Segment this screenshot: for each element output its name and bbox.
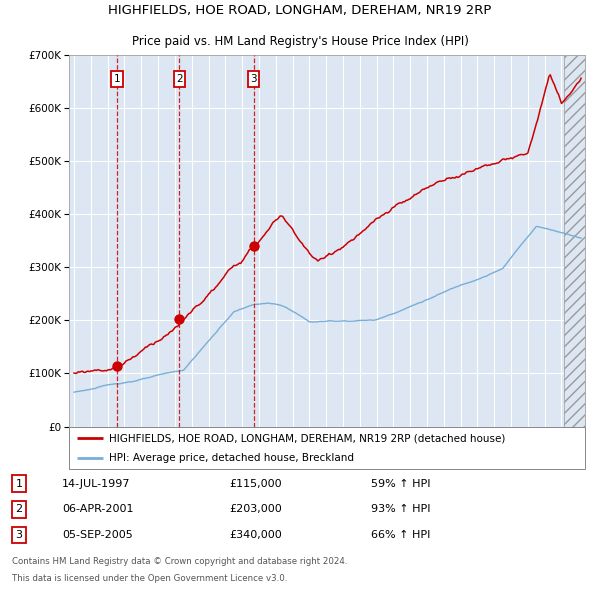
Text: Contains HM Land Registry data © Crown copyright and database right 2024.: Contains HM Land Registry data © Crown c… <box>12 556 347 566</box>
Text: £340,000: £340,000 <box>229 530 282 540</box>
Text: 3: 3 <box>16 530 22 540</box>
Text: HIGHFIELDS, HOE ROAD, LONGHAM, DEREHAM, NR19 2RP: HIGHFIELDS, HOE ROAD, LONGHAM, DEREHAM, … <box>109 5 491 18</box>
Text: HIGHFIELDS, HOE ROAD, LONGHAM, DEREHAM, NR19 2RP (detached house): HIGHFIELDS, HOE ROAD, LONGHAM, DEREHAM, … <box>109 433 506 443</box>
Text: £203,000: £203,000 <box>229 504 282 514</box>
Text: 1: 1 <box>113 74 120 84</box>
Text: 3: 3 <box>250 74 257 84</box>
FancyBboxPatch shape <box>69 427 585 469</box>
Text: This data is licensed under the Open Government Licence v3.0.: This data is licensed under the Open Gov… <box>12 574 287 584</box>
Text: 06-APR-2001: 06-APR-2001 <box>62 504 133 514</box>
Bar <box>565 55 593 427</box>
Text: HPI: Average price, detached house, Breckland: HPI: Average price, detached house, Brec… <box>109 453 354 463</box>
Text: 14-JUL-1997: 14-JUL-1997 <box>62 478 130 489</box>
Text: Price paid vs. HM Land Registry's House Price Index (HPI): Price paid vs. HM Land Registry's House … <box>131 35 469 48</box>
Text: 59% ↑ HPI: 59% ↑ HPI <box>371 478 430 489</box>
Text: 05-SEP-2005: 05-SEP-2005 <box>62 530 133 540</box>
Text: 2: 2 <box>16 504 22 514</box>
Text: 2: 2 <box>176 74 183 84</box>
Text: 93% ↑ HPI: 93% ↑ HPI <box>371 504 430 514</box>
Text: 66% ↑ HPI: 66% ↑ HPI <box>371 530 430 540</box>
Text: £115,000: £115,000 <box>229 478 282 489</box>
Text: 1: 1 <box>16 478 22 489</box>
